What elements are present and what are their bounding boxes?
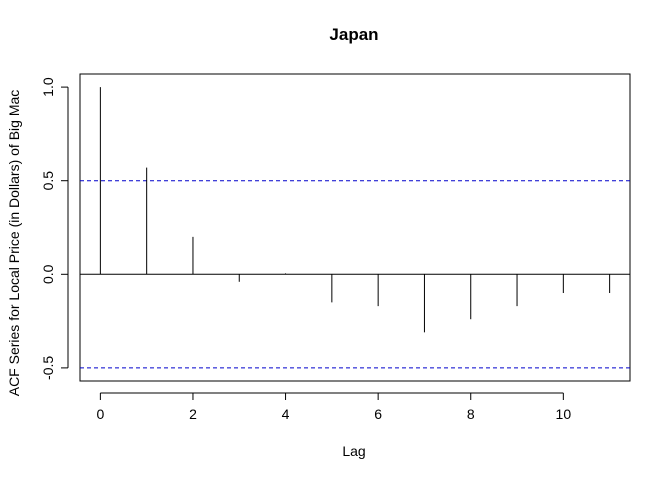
x-tick-label: 10 [556, 406, 572, 422]
x-tick-label: 6 [374, 406, 382, 422]
x-tick-label: 8 [467, 406, 475, 422]
y-tick-label: 0.0 [40, 264, 56, 284]
plot-frame [79, 73, 631, 382]
x-tick-label: 4 [282, 406, 290, 422]
x-axis-label: Lag [342, 443, 365, 459]
x-tick-label: 2 [189, 406, 197, 422]
plot-layer: 0 2 4 6 8 10 -0.5 0.0 0.5 1.0 [40, 73, 631, 422]
y-axis-label: ACF Series for Local Price (in Dollars) … [6, 90, 22, 397]
y-tick-label: -0.5 [40, 356, 56, 380]
x-tick-label: 0 [96, 406, 104, 422]
y-tick-label: 1.0 [40, 77, 56, 97]
chart-title: Japan [329, 25, 378, 44]
y-tick-label: 0.5 [40, 171, 56, 191]
